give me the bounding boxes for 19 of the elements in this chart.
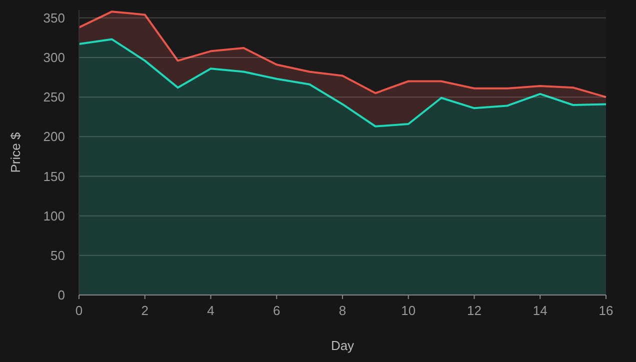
y-tick-label: 100 <box>43 208 65 224</box>
x-tick-label: 6 <box>273 303 280 318</box>
y-tick-label: 200 <box>43 129 65 144</box>
y-tick-label: 250 <box>43 90 65 105</box>
x-tick-label: 12 <box>467 303 482 318</box>
x-tick-label: 14 <box>532 303 548 318</box>
x-axis-title: Day <box>330 338 355 353</box>
y-axis-title: Price $ <box>8 132 23 173</box>
x-tick-label: 16 <box>598 303 614 318</box>
y-tick-label: 300 <box>43 50 65 65</box>
x-tick-label: 8 <box>338 303 346 318</box>
x-tick-label: 10 <box>401 303 416 318</box>
y-tick-label: 150 <box>43 168 65 184</box>
x-tick-label: 0 <box>75 303 83 318</box>
y-tick-label: 350 <box>43 10 65 26</box>
y-tick-label: 50 <box>50 248 65 263</box>
y-tick-label: 0 <box>58 288 65 302</box>
x-tick-label: 2 <box>141 303 148 318</box>
x-tick-label: 4 <box>207 303 214 318</box>
